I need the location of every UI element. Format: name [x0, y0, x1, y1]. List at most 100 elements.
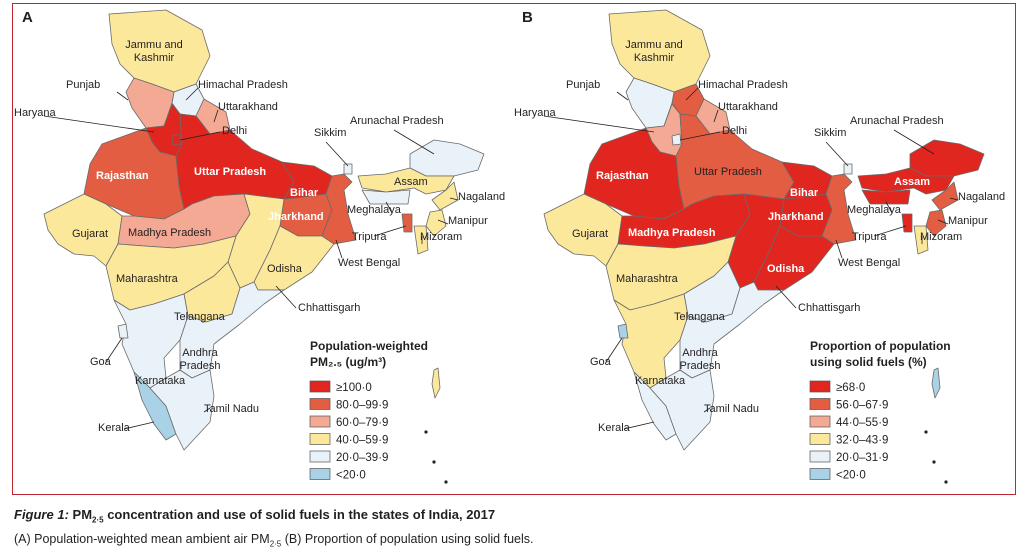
leader-line: [203, 407, 211, 413]
legend-swatch: [309, 415, 331, 428]
leader-line: [449, 197, 459, 201]
caption-title: Figure 1: PM2·5 concentration and use of…: [14, 506, 1014, 530]
legend-item-label: 32·0–43·9: [836, 435, 888, 447]
legend-swatch: [809, 450, 831, 463]
island-dot: [424, 430, 428, 434]
state-jk: [608, 9, 711, 93]
state-label-odisha: Odisha: [767, 263, 805, 275]
state-manipur: [425, 209, 447, 237]
state-karnataka: [113, 293, 189, 389]
legend-item-label: 20·0–39·9: [336, 452, 388, 464]
caption-figure-label: Figure 1:: [14, 507, 69, 522]
legend-item-label: 80·0–99·9: [336, 400, 388, 412]
state-label-delhi: Delhi: [222, 125, 247, 137]
leader-line: [437, 219, 449, 225]
caption-title-sub: 2·5: [92, 515, 104, 525]
state-label-mizoram: Mizoram: [920, 231, 962, 243]
leader-line: [275, 285, 297, 309]
state-label-tn: Tamil Nadu: [704, 403, 759, 415]
leader-line: [213, 109, 219, 123]
state-label-nagaland: Nagaland: [458, 191, 505, 203]
caption-body-post: (B) Proportion of population using solid…: [281, 531, 534, 546]
legend-title-line2: using solid fuels (%): [810, 355, 927, 369]
leader-line: [679, 131, 721, 141]
state-label-manipur: Manipur: [948, 215, 988, 227]
state-label-haryana: Haryana: [14, 107, 56, 119]
leader-line: [605, 337, 623, 363]
legend-swatch: [309, 433, 331, 445]
legend-swatch: [309, 450, 331, 463]
state-delhi: [671, 133, 682, 146]
state-label-jk2: Kashmir: [134, 52, 175, 64]
island-dot: [444, 480, 448, 484]
caption-body-sub: 2·5: [269, 539, 282, 549]
leader-line: [543, 115, 655, 133]
state-label-chhattisgarh: Chhattisgarh: [298, 302, 360, 314]
state-label-goa: Goa: [90, 356, 112, 368]
state-arunachal: [909, 139, 985, 177]
legend-item-label: <20·0: [836, 470, 866, 482]
leader-line: [43, 115, 155, 133]
legend-swatch: [809, 415, 831, 428]
state-label-uttarakhand: Uttarakhand: [718, 101, 778, 113]
state-label-up: Uttar Pradesh: [694, 166, 762, 178]
leader-line: [775, 285, 797, 309]
figure-caption: Figure 1: PM2·5 concentration and use of…: [14, 506, 1014, 553]
state-label-mizoram: Mizoram: [420, 231, 462, 243]
state-label-maharashtra: Maharashtra: [616, 273, 679, 285]
state-label-mp: Madhya Pradesh: [628, 227, 716, 239]
state-label-tn: Tamil Nadu: [204, 403, 259, 415]
state-label-haryana: Haryana: [514, 107, 556, 119]
leader-line: [885, 201, 893, 214]
leader-line: [373, 225, 407, 237]
state-label-telangana: Telangana: [174, 311, 226, 323]
state-label-odisha: Odisha: [267, 263, 303, 275]
state-mizoram: [913, 225, 929, 255]
island-dot: [432, 460, 436, 464]
state-tn: [649, 369, 715, 451]
state-label-ap2: Pradesh: [680, 360, 721, 372]
leader-line: [105, 337, 123, 363]
state-sikkim: [343, 163, 353, 175]
state-label-arunachal: Arunachal Pradesh: [350, 115, 444, 127]
state-label-telangana: Telangana: [674, 311, 726, 323]
state-goa: [617, 323, 629, 339]
legend-item-label: ≥100·0: [336, 382, 372, 394]
leader-line: [713, 109, 719, 123]
legend-item-label: 60·0–79·9: [336, 417, 388, 429]
state-label-hp: Himachal Pradesh: [698, 79, 788, 91]
legend-title-line1: Population-weighted: [310, 339, 428, 353]
panel-letter: A: [22, 9, 33, 26]
leader-line: [825, 141, 849, 167]
state-arunachal: [409, 139, 485, 177]
state-label-tripura: Tripura: [352, 231, 387, 243]
leader-line: [179, 131, 221, 141]
legend-item-label: 56·0–67·9: [836, 400, 888, 412]
legend-item-label: 44·0–55·9: [836, 417, 888, 429]
legend: Population-weighted PM₂.₅ (ug/m³) ≥100·0 80…: [309, 339, 428, 482]
legend-title-line2: PM₂.₅ (ug/m³): [310, 355, 386, 369]
state-label-jk1: Jammu and: [125, 39, 182, 51]
state-label-meghalaya: Meghalaya: [847, 204, 902, 216]
state-mizoram: [413, 225, 429, 255]
legend-swatch: [809, 468, 831, 480]
state-label-wb: West Bengal: [338, 257, 400, 269]
state-label-wb: West Bengal: [838, 257, 900, 269]
state-wb: [321, 173, 357, 245]
state-jk: [108, 9, 211, 93]
leader-line: [685, 87, 699, 101]
state-label-rajasthan: Rajasthan: [596, 170, 649, 182]
state-label-goa: Goa: [590, 356, 612, 368]
leader-line: [949, 197, 959, 201]
leader-line: [116, 91, 129, 101]
legend-swatch: [809, 380, 831, 393]
legend-swatch: [809, 398, 831, 410]
state-nagaland: [431, 181, 459, 211]
state-sikkim: [843, 163, 853, 175]
state-tn: [149, 369, 215, 451]
state-label-maharashtra: Maharashtra: [116, 273, 179, 285]
state-andaman: [431, 367, 441, 399]
state-label-delhi: Delhi: [722, 125, 747, 137]
leader-line: [325, 141, 349, 167]
